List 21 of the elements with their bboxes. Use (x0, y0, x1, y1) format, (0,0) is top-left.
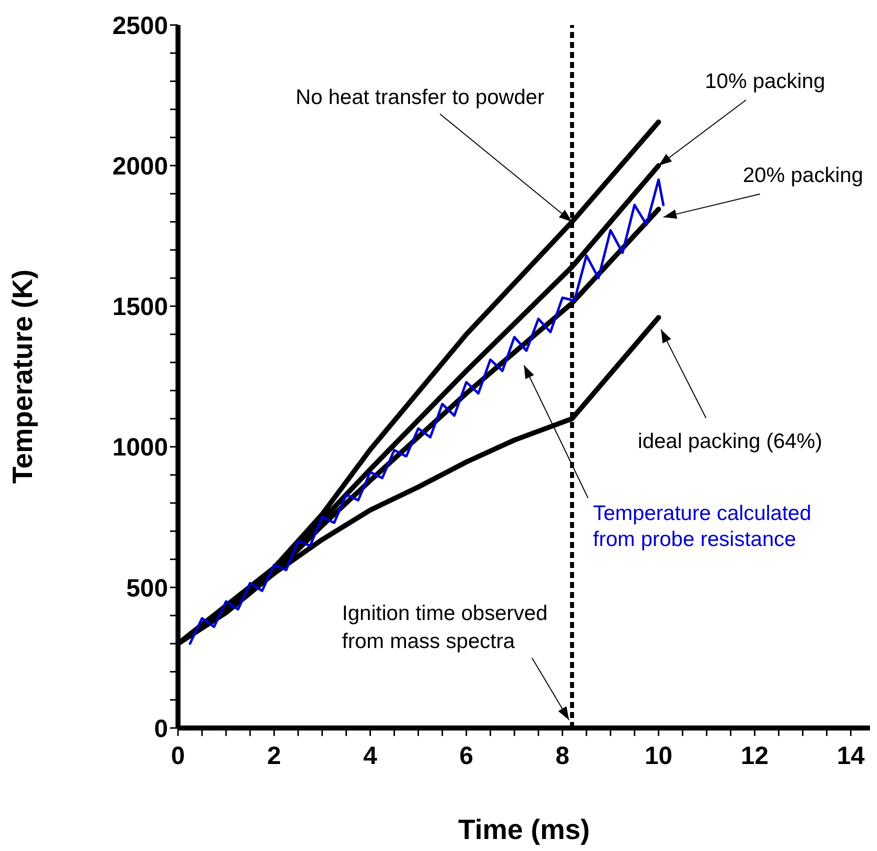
text: Temperature calculated from probe resistance (593, 502, 812, 551)
y-tick-label: 0 (154, 714, 168, 743)
y-tick-label: 1000 (112, 434, 168, 462)
y-tick-label: 2000 (112, 152, 168, 180)
text: 10% packing (704, 70, 826, 93)
text: ideal packing (64%) (638, 430, 822, 453)
x-axis-title: Time (ms) (458, 814, 590, 845)
x-tick-label: 14 (836, 742, 865, 770)
y-tick-label: 2500 (112, 12, 168, 40)
x-tick-label: 6 (459, 742, 474, 770)
x-tick-label: 10 (644, 742, 672, 770)
x-tick-label: 12 (740, 742, 769, 770)
y-axis-title: Temperature (K) (6, 269, 38, 484)
x-tick-label: 8 (555, 742, 570, 770)
y-tick-label: 500 (126, 574, 168, 602)
x-tick-label: 2 (267, 742, 282, 770)
y-tick-label: 1500 (112, 293, 168, 322)
text: No heat transfer to powder (296, 86, 544, 109)
x-tick-label: 4 (363, 742, 378, 770)
text: 20% packing (742, 164, 864, 187)
ref-line-label: Ignition time observed from mass spectra (342, 602, 548, 653)
